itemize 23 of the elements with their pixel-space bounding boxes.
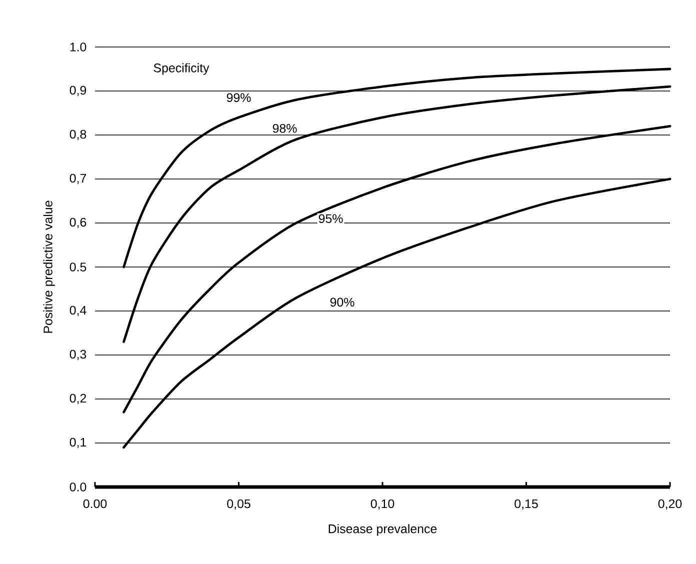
series-label: 90% xyxy=(330,298,354,307)
series-label: 95% xyxy=(318,214,343,224)
y-tick-label: 0,6 xyxy=(70,218,86,228)
series-label: 98% xyxy=(272,124,297,133)
x-tick-label: 0,15 xyxy=(514,499,538,510)
y-tick-label: 0.0 xyxy=(70,482,86,492)
series-label: 99% xyxy=(226,93,251,102)
y-tick-label: 0,4 xyxy=(70,306,86,316)
x-tick-label: 0,05 xyxy=(227,499,250,510)
x-tick-label: 0.00 xyxy=(83,499,107,508)
y-tick-label: 0,7 xyxy=(70,174,86,184)
y-tick-label: 0,2 xyxy=(70,394,86,404)
annotation: Specificity xyxy=(154,63,210,75)
y-tick-label: 0,3 xyxy=(70,350,86,360)
x-axis-title: Disease prevalence xyxy=(328,524,437,536)
y-tick-label: 0,8 xyxy=(70,130,86,140)
y-tick-label: 1.0 xyxy=(70,42,86,52)
y-axis-title: Positive predictive value xyxy=(43,200,55,333)
y-tick-label: 0.5 xyxy=(70,262,86,272)
y-tick-label: 0,9 xyxy=(70,86,86,96)
x-tick-label: 0,10 xyxy=(370,499,394,510)
y-tick-label: 0,1 xyxy=(70,438,86,448)
x-tick-label: 0,20 xyxy=(658,499,682,510)
